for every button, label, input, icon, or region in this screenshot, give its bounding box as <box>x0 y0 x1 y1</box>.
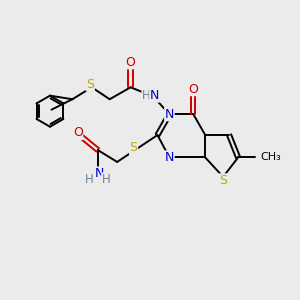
Text: N: N <box>165 151 174 164</box>
Text: N: N <box>94 167 104 180</box>
Text: H: H <box>102 173 110 186</box>
Text: H: H <box>85 173 94 186</box>
Text: O: O <box>73 127 83 140</box>
Text: S: S <box>86 78 94 91</box>
Text: O: O <box>126 56 136 69</box>
Text: O: O <box>188 82 198 96</box>
Text: S: S <box>130 141 138 154</box>
Text: H: H <box>142 89 151 102</box>
Text: N: N <box>150 89 159 102</box>
Text: N: N <box>165 108 174 121</box>
Text: S: S <box>219 174 227 187</box>
Text: CH₃: CH₃ <box>260 152 280 163</box>
